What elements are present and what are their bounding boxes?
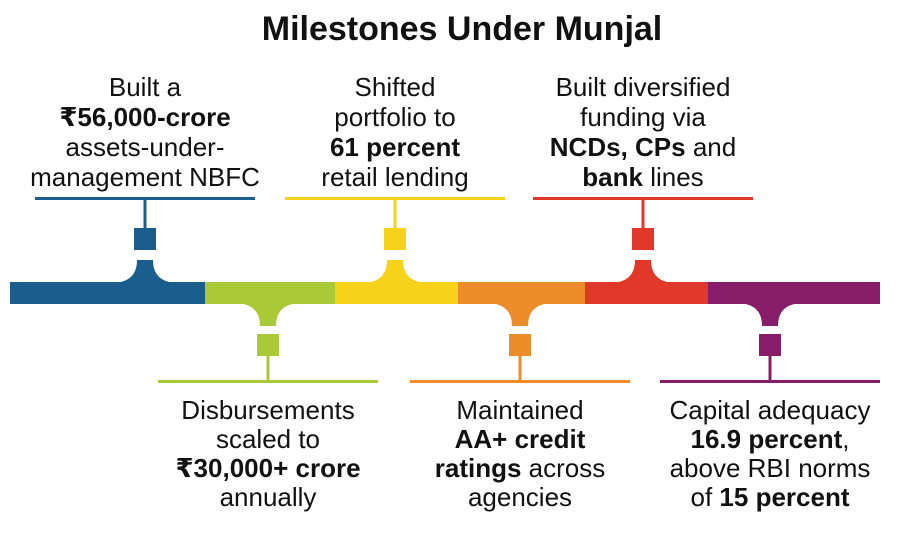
pipe-segment — [708, 282, 880, 304]
text: Built a — [109, 72, 182, 102]
rule — [660, 380, 880, 383]
milestone-line: scaled to — [216, 424, 320, 454]
pipe-segment — [10, 282, 207, 304]
rule — [35, 197, 255, 200]
milestone-line: agencies — [468, 482, 572, 512]
rule — [285, 197, 505, 200]
text: retail lending — [321, 162, 468, 192]
bold-text: ratings — [435, 453, 522, 483]
text: Capital adequacy — [670, 395, 871, 425]
text: agencies — [468, 482, 572, 512]
milestone-line: Built a — [109, 72, 182, 102]
text: lines — [643, 162, 704, 192]
pipe-segment — [335, 282, 460, 304]
bold-text: 15 percent — [719, 482, 849, 512]
node — [134, 228, 156, 250]
text: above RBI norms — [670, 453, 871, 483]
milestone-line: portfolio to — [334, 102, 455, 132]
branch — [363, 260, 427, 283]
milestone-line: funding via — [580, 102, 706, 132]
branch — [113, 260, 177, 283]
stem — [143, 198, 147, 230]
bold-text: ₹30,000+ crore — [175, 453, 360, 483]
text: portfolio to — [334, 102, 455, 132]
text: across — [521, 453, 605, 483]
bold-text: NCDs, CPs — [550, 132, 686, 162]
pipe-segment — [458, 282, 587, 304]
rule — [158, 380, 378, 383]
node — [632, 228, 654, 250]
text: management NBFC — [30, 162, 260, 192]
stem — [393, 198, 397, 230]
bold-text: ₹56,000-crore — [59, 102, 230, 132]
stem — [768, 354, 772, 382]
text: funding via — [580, 102, 706, 132]
text: and — [686, 132, 737, 162]
bold-text: 16.9 percent — [691, 424, 843, 454]
node — [384, 228, 406, 250]
bold-text: 61 percent — [330, 132, 460, 162]
node — [257, 334, 279, 356]
text: , — [842, 424, 849, 454]
milestone-line: annually — [220, 482, 317, 512]
milestone-line: Maintained — [456, 395, 583, 425]
milestone-line: of 15 percent — [691, 482, 850, 512]
milestone-line: Disbursements — [181, 395, 354, 425]
text: Disbursements — [181, 395, 354, 425]
branch — [611, 260, 675, 283]
milestone-line: management NBFC — [30, 162, 260, 192]
milestone-line: above RBI norms — [670, 453, 871, 483]
milestone-line: ₹56,000-crore — [59, 102, 230, 132]
node — [509, 334, 531, 356]
text: Shifted — [355, 72, 436, 102]
milestone-line: NCDs, CPs and — [550, 132, 736, 162]
text: Built diversified — [556, 72, 731, 102]
pipe-segment — [585, 282, 710, 304]
branch — [488, 303, 552, 326]
stem — [518, 354, 522, 382]
stem — [266, 354, 270, 382]
rule — [410, 380, 630, 383]
milestone-line: ratings across — [435, 453, 606, 483]
title: Milestones Under Munjal — [262, 10, 663, 48]
bold-text: AA+ credit — [455, 424, 586, 454]
milestone-line: AA+ credit — [455, 424, 586, 454]
text: assets-under- — [66, 132, 225, 162]
text: Maintained — [456, 395, 583, 425]
milestone-line: Built diversified — [556, 72, 731, 102]
branch — [738, 303, 802, 326]
rule — [533, 197, 753, 200]
node — [759, 334, 781, 356]
text: scaled to — [216, 424, 320, 454]
text: of — [691, 482, 720, 512]
milestone-line: ₹30,000+ crore — [175, 453, 360, 483]
stem — [641, 198, 645, 230]
milestone-line: 61 percent — [330, 132, 460, 162]
branch — [236, 303, 300, 326]
text: annually — [220, 482, 317, 512]
bold-text: bank — [582, 162, 643, 192]
milestone-line: 16.9 percent, — [691, 424, 850, 454]
milestone-line: bank lines — [582, 162, 703, 192]
pipe-segment — [205, 282, 337, 304]
milestone-line: Capital adequacy — [670, 395, 871, 425]
milestone-line: retail lending — [321, 162, 468, 192]
milestone-line: assets-under- — [66, 132, 225, 162]
milestone-line: Shifted — [355, 72, 436, 102]
